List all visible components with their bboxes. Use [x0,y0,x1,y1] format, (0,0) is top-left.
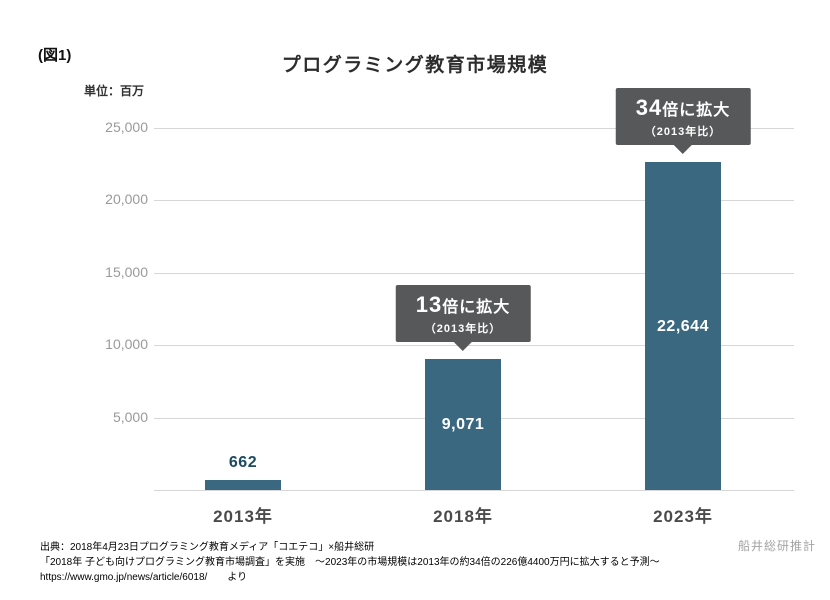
y-axis-tick-label: 5,000 [112,408,148,425]
unit-label: 単位：百万 [84,84,145,98]
bar-value-label-2013: 662 [228,454,258,472]
gridline [154,345,794,347]
bar-2023 [645,162,721,490]
callout-multiplier: 13 [415,291,443,317]
gridline [154,128,794,129]
callout-headline: 34倍に拡大 [636,95,731,121]
x-axis-label-2018: 2018年 [433,507,493,526]
figure-label: (図1) [38,47,72,64]
callout-suffix: 倍に拡大 [662,102,731,120]
source-line-2: 「2018年 子ども向けプログラミング教育市場調査」を実施 〜2023年の市場規… [40,557,660,568]
credit-text: 船井総研推計 [737,539,816,553]
annotation-callout-34x: 34倍に拡大 （2013年比） [615,88,751,146]
callout-headline: 13倍に拡大 [416,292,511,318]
chart-title: プログラミング教育市場規模 [281,55,549,76]
x-axis-label-2023: 2023年 [653,507,713,526]
source-line-1: 出典：2018年4月23日プログラミング教育メディア「コエテコ」×船井総研 [40,542,375,553]
y-axis-tick-label: 15,000 [105,263,148,280]
gridline [154,200,794,202]
bar-2013 [205,480,281,490]
bar-value-label-2023: 22,644 [657,318,709,336]
plot-area: 5,000 10,000 15,000 20,000 25,000 662 2013年 9,0… [105,88,794,526]
y-axis-tick-label: 10,000 [105,336,148,353]
bar-value-label-2018: 9,071 [441,416,485,434]
callout-multiplier: 34 [635,95,663,121]
callout-note: （2013年比） [644,126,722,139]
callout-note: （2013年比） [424,322,502,335]
callout-suffix: 倍に拡大 [442,298,511,316]
y-axis-tick-label: 25,000 [105,119,148,135]
gridline [154,490,794,491]
bar-2018 [425,358,501,490]
source-line-3: https://www.gmo.jp/news/article/6018/ より [40,572,248,583]
gridline [154,272,794,274]
annotation-callout-13x: 13倍に拡大 （2013年比） [395,284,531,342]
x-axis-label-2013: 2013年 [213,507,273,526]
source-text: 出典：2018年4月23日プログラミング教育メディア「コエテコ」×船井総研 「2… [40,540,660,585]
y-axis-tick-label: 20,000 [105,191,148,208]
